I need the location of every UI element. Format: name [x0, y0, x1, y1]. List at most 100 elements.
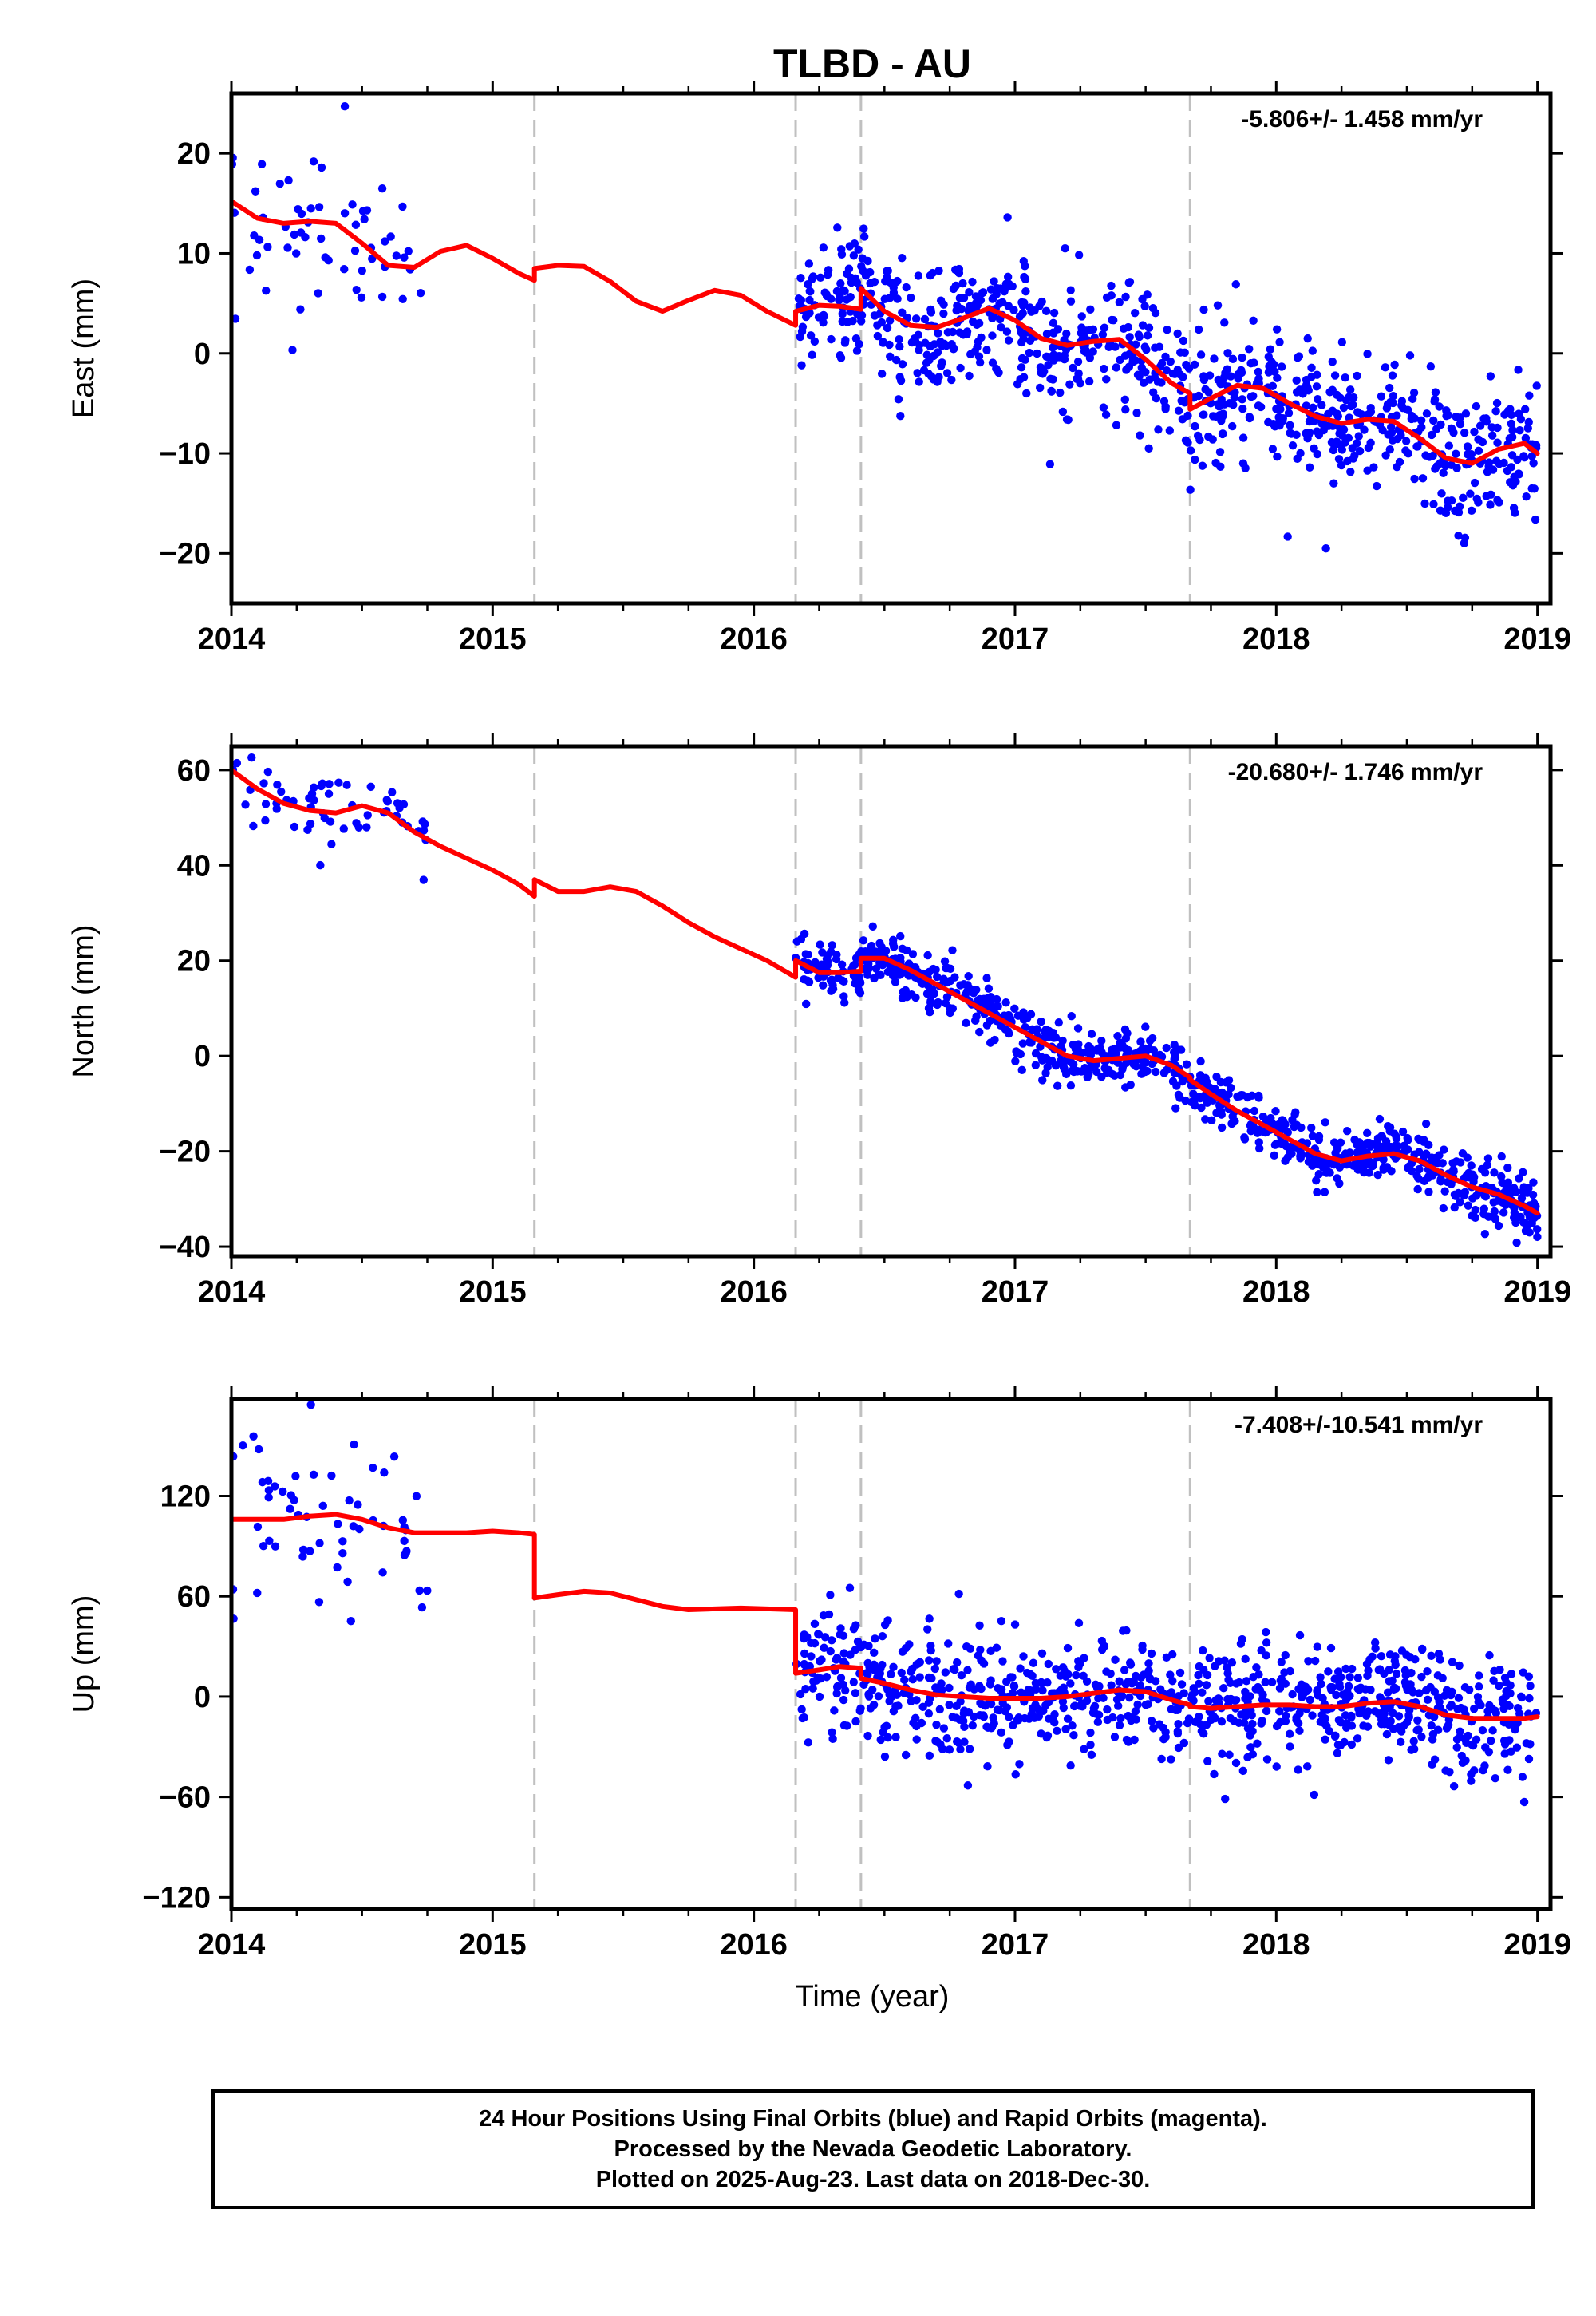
data-point: [1180, 398, 1189, 407]
data-point: [993, 284, 1001, 293]
data-point: [1502, 1686, 1511, 1696]
data-point: [1104, 1065, 1113, 1075]
data-point: [1408, 394, 1417, 404]
data-point: [942, 369, 952, 377]
data-point: [1456, 1703, 1465, 1713]
data-point: [1402, 1650, 1411, 1659]
data-point: [1029, 1658, 1038, 1667]
data-point: [997, 1685, 1006, 1694]
data-point: [1278, 1117, 1288, 1126]
data-point: [309, 157, 318, 166]
data-point: [1308, 346, 1317, 355]
data-point: [1153, 377, 1163, 386]
data-point: [1112, 363, 1121, 372]
data-point: [315, 1539, 324, 1547]
data-point: [918, 979, 927, 988]
data-point: [1065, 380, 1074, 389]
data-point: [882, 267, 891, 275]
data-point: [265, 1536, 274, 1546]
data-point: [797, 361, 806, 370]
data-point: [931, 965, 940, 974]
data-point: [1226, 1678, 1235, 1688]
data-point: [1066, 297, 1076, 306]
data-point: [1167, 1688, 1176, 1697]
data-point: [1467, 1777, 1476, 1785]
data-point: [1166, 357, 1175, 366]
data-point: [1074, 1040, 1083, 1049]
data-point: [1511, 508, 1519, 517]
data-point: [1428, 1729, 1438, 1739]
data-point: [1254, 1091, 1263, 1101]
data-point: [962, 1018, 970, 1028]
data-point: [938, 358, 946, 367]
data-point: [933, 972, 942, 982]
data-point: [1086, 1741, 1095, 1749]
data-point: [1520, 1184, 1529, 1193]
data-point: [1122, 1626, 1131, 1635]
data-point: [1135, 372, 1144, 381]
data-point: [1207, 1116, 1216, 1125]
data-point: [1314, 430, 1324, 440]
data-point: [1349, 393, 1358, 402]
data-point: [925, 1656, 934, 1665]
data-point: [1043, 1030, 1052, 1039]
data-point: [1246, 1731, 1254, 1740]
data-point: [1199, 1646, 1207, 1655]
data-point: [1489, 1676, 1498, 1685]
data-point: [874, 1692, 883, 1701]
data-point: [1226, 372, 1235, 381]
data-point: [334, 1520, 342, 1528]
data-point: [1312, 382, 1321, 391]
data-point: [1227, 1083, 1235, 1093]
data-point: [935, 1705, 944, 1714]
data-point: [1413, 1716, 1422, 1725]
data-point: [908, 1664, 917, 1674]
data-point: [894, 395, 903, 404]
data-point: [386, 232, 395, 241]
data-point: [852, 346, 862, 355]
data-point: [1293, 454, 1302, 464]
data-point: [797, 1705, 806, 1714]
data-point: [874, 970, 883, 979]
data-point: [395, 804, 404, 812]
data-point: [1262, 1706, 1271, 1716]
y-tick-label: 60: [177, 1580, 211, 1614]
data-point: [1275, 338, 1284, 346]
data-point: [1454, 532, 1463, 540]
data-point: [986, 1016, 994, 1026]
data-point: [883, 323, 892, 333]
data-point: [1076, 379, 1084, 388]
data-point: [1099, 403, 1108, 412]
data-point: [854, 245, 863, 254]
data-point: [1236, 1639, 1246, 1648]
data-point: [1464, 443, 1472, 452]
panels-container: 2014 2015 2016 2017 2018 2019 −20 −10 0 10 20 East …: [67, 81, 1571, 1962]
data-point: [400, 253, 409, 262]
data-point: [1233, 1092, 1242, 1101]
data-point: [1194, 325, 1203, 334]
data-point: [1366, 1686, 1375, 1694]
data-point: [840, 998, 849, 1007]
data-point: [1063, 1714, 1073, 1723]
data-point: [1382, 404, 1392, 413]
data-point: [284, 176, 293, 185]
data-point: [1348, 444, 1357, 453]
data-point: [1290, 1122, 1298, 1132]
data-point: [1460, 429, 1469, 437]
data-point: [818, 948, 827, 957]
data-point: [1318, 1694, 1327, 1703]
data-point: [1045, 1714, 1053, 1723]
data-point: [1174, 1090, 1183, 1100]
data-point: [982, 974, 991, 982]
data-point: [271, 1542, 280, 1551]
data-point: [926, 997, 935, 1006]
data-point: [1005, 1713, 1013, 1721]
data-point: [1057, 1686, 1066, 1694]
data-point: [1004, 1027, 1013, 1036]
data-point: [1427, 1721, 1436, 1730]
data-point: [1335, 1179, 1344, 1188]
data-point: [1410, 474, 1419, 484]
data-point: [1080, 1745, 1088, 1753]
data-point: [1439, 468, 1448, 478]
data-point: [1215, 402, 1223, 411]
